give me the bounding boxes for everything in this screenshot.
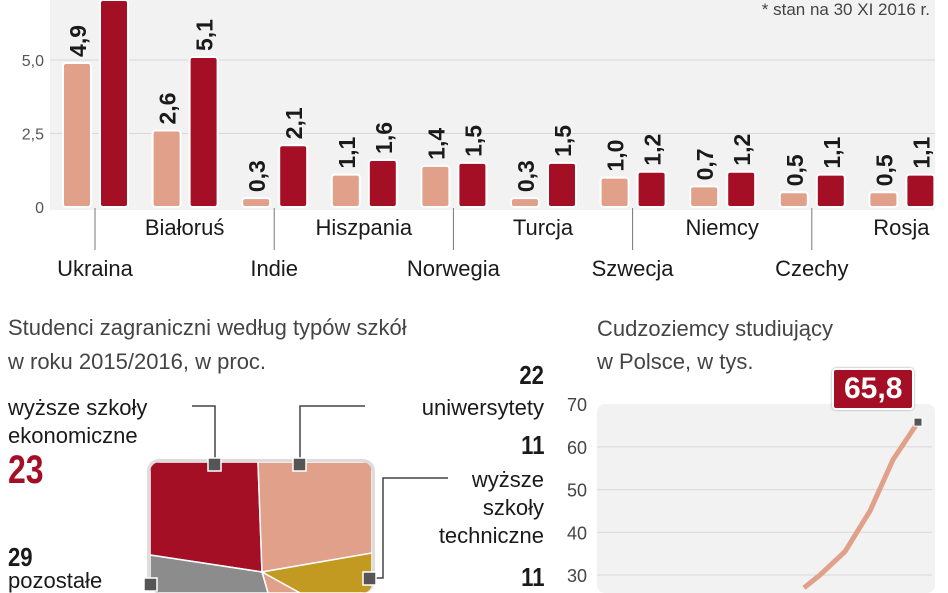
bar-value-label: 1,4 <box>423 128 449 160</box>
category-label: Niemcy <box>686 215 759 240</box>
bar-value-label: 0,5 <box>871 154 897 186</box>
bar <box>367 158 398 209</box>
bar <box>599 176 630 209</box>
bar <box>188 56 219 209</box>
label-techniczne-3: techniczne <box>438 523 544 548</box>
label-ekonomiczne-2: ekonomiczne <box>8 423 138 448</box>
bar <box>330 173 361 209</box>
bar <box>99 0 129 208</box>
line-title-line2: w Polsce, w tys. <box>597 349 754 374</box>
pie-title-line2: w roku 2015/2016, w proc. <box>8 349 267 374</box>
category-label: Indie <box>250 256 298 281</box>
last-point-marker <box>913 417 923 427</box>
label-pozostale: pozostałe <box>8 568 103 593</box>
series-line <box>802 420 921 590</box>
bar <box>547 161 577 208</box>
category-label: Szwecja <box>592 256 675 281</box>
bar-value-label: 0,3 <box>513 160 539 192</box>
y-tick-label: 40 <box>567 523 587 543</box>
y-tick-label: 30 <box>567 566 587 586</box>
bar-value-label: 0,3 <box>244 160 270 192</box>
bar-value-label: 1,1 <box>819 136 845 168</box>
bar <box>62 61 92 208</box>
chart-note: * stan na 30 XI 2016 r. <box>761 0 930 19</box>
bar-value-label: 4,9 <box>65 25 91 57</box>
bar <box>420 164 451 208</box>
category-label: Ukraina <box>57 256 134 281</box>
bar-value-label: 1,6 <box>371 122 397 154</box>
bar <box>868 191 899 209</box>
category-label: Norwegia <box>407 256 501 281</box>
bar <box>689 185 720 208</box>
bar-value-label: 1,5 <box>550 125 576 157</box>
label-techniczne-2: szkoły <box>482 495 544 520</box>
category-label: Białoruś <box>145 215 224 240</box>
y-tick-label: 60 <box>567 438 587 458</box>
bar-value-label: 1,1 <box>908 136 934 168</box>
plot-area <box>597 404 935 593</box>
category-label: Turcja <box>513 215 574 240</box>
bar-chart: 0 2,5 5,0 4,9 Ukraina 2,6 5,1 Białoruś 0,3 2,1 Ind… <box>22 0 936 281</box>
bar <box>151 129 182 208</box>
bar-value-label: 1,2 <box>640 134 666 166</box>
bar-value-label: 1,2 <box>729 134 755 166</box>
y-tick-label: 70 <box>567 395 587 415</box>
bar <box>778 191 809 209</box>
label-techniczne-1: wyższe <box>471 467 544 492</box>
bar-value-label: 1,1 <box>334 136 360 168</box>
value-slice-4: 11 <box>520 562 544 592</box>
y-tick-label: 2,5 <box>22 127 44 144</box>
category-label: Hiszpania <box>315 215 412 240</box>
bar <box>905 173 936 209</box>
y-tick-label: 50 <box>567 481 587 501</box>
category-label: Czechy <box>775 256 848 281</box>
bar-value-label: 0,5 <box>782 154 808 186</box>
bar-value-label: 2,1 <box>281 107 307 139</box>
value-uniwersytety: 22 <box>519 360 544 390</box>
bar <box>241 197 272 208</box>
bar <box>815 173 846 209</box>
bar-value-label: 1,0 <box>603 140 629 172</box>
bar <box>636 170 667 208</box>
bar-value-label: 1,5 <box>460 125 486 157</box>
bar <box>510 197 540 208</box>
label-uniwersytety: uniwersytety <box>421 395 544 420</box>
y-tick-label: 5,0 <box>22 53 44 70</box>
value-ekonomiczne: 23 <box>8 448 44 492</box>
last-value-badge: 65,8 <box>832 368 915 410</box>
category-label: Rosja <box>873 215 930 240</box>
value-techniczne: 11 <box>520 430 544 460</box>
bar <box>278 144 309 208</box>
bar-value-label: 0,7 <box>692 148 718 180</box>
bar <box>457 161 488 208</box>
bar <box>726 170 757 208</box>
line-title-line1: Cudzoziemcy studiujący <box>597 316 833 341</box>
pie-title-line1: Studenci zagraniczni według typów szkół <box>8 315 407 340</box>
value-pozostale: 29 <box>8 542 33 572</box>
y-tick-label: 0 <box>35 200 44 217</box>
label-ekonomiczne-1: wyższe szkoły <box>8 395 148 420</box>
bar-value-label: 2,6 <box>155 93 181 125</box>
bar-value-label: 5,1 <box>192 19 218 51</box>
